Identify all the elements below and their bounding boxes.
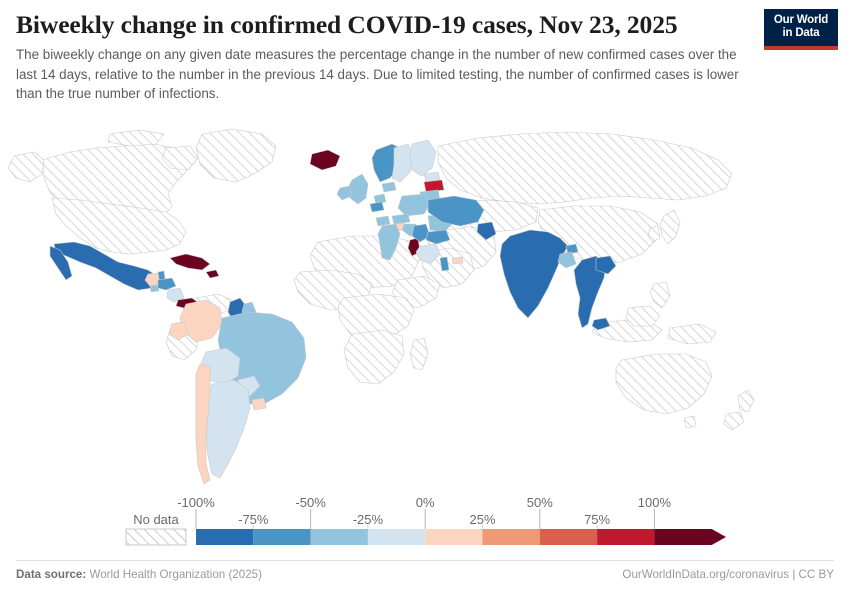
country-georgia[interactable] <box>476 221 497 241</box>
legend-bottom-labels: -75% -25% 25% 75% <box>238 512 610 527</box>
region-russia[interactable] <box>437 131 733 205</box>
country-italy[interactable] <box>377 223 401 261</box>
region-alaska[interactable] <box>7 151 45 183</box>
region-korea[interactable] <box>647 225 661 243</box>
region-philippines[interactable] <box>649 281 671 309</box>
country-switzerland[interactable] <box>375 215 391 227</box>
legend-tick-label-25: 25% <box>469 512 495 527</box>
region-new-zealand-south[interactable] <box>723 411 745 431</box>
map-legend: No data <box>0 495 850 553</box>
legend-tick-label-minus100: -100% <box>177 495 215 510</box>
country-mexico-baja[interactable] <box>49 245 73 281</box>
legend-minor-ticks <box>252 525 598 529</box>
country-finland[interactable] <box>409 139 437 177</box>
owid-link[interactable]: OurWorldInData.org/coronavirus | CC BY <box>622 568 834 581</box>
legend-bin-4[interactable] <box>425 529 483 545</box>
legend-tick-label-minus50: -50% <box>295 495 326 510</box>
country-ireland[interactable] <box>336 185 353 201</box>
page-title: Biweekly change in confirmed COVID-19 ca… <box>16 10 678 39</box>
data-source-value: World Health Organization (2025) <box>89 568 262 581</box>
country-bhutan[interactable] <box>565 243 579 255</box>
chart-subtitle: The biweekly change on any given date me… <box>16 47 739 102</box>
country-iceland[interactable] <box>309 149 341 171</box>
country-malaysia[interactable] <box>591 317 611 331</box>
country-greece[interactable] <box>415 243 441 265</box>
legend-bin-8-open-ended[interactable] <box>654 529 726 545</box>
legend-bin-0[interactable] <box>196 529 254 545</box>
region-madagascar[interactable] <box>409 337 429 371</box>
legend-tick-label-50: 50% <box>527 495 553 510</box>
country-bulgaria[interactable] <box>425 229 451 245</box>
data-source-label: Data source: <box>16 568 87 581</box>
legend-tick-label-minus75: -75% <box>238 512 269 527</box>
region-new-zealand[interactable] <box>737 389 755 413</box>
country-guatemala[interactable] <box>144 272 161 287</box>
region-baffin[interactable] <box>161 145 199 171</box>
region-tasmania[interactable] <box>683 415 697 429</box>
country-bangladesh[interactable] <box>557 251 577 269</box>
legend-tick-label-minus25: -25% <box>353 512 384 527</box>
chart-footer: Data source: World Health Organization (… <box>16 568 834 581</box>
country-ukraine[interactable] <box>427 195 485 227</box>
country-netherlands[interactable] <box>373 193 387 205</box>
country-austria[interactable] <box>391 213 411 225</box>
country-denmark[interactable] <box>381 181 397 193</box>
owid-logo-line1: Our World <box>773 14 829 26</box>
region-united-states[interactable] <box>51 197 187 255</box>
country-cyprus[interactable] <box>451 256 464 265</box>
country-thailand-north[interactable] <box>595 255 617 275</box>
country-belgium[interactable] <box>369 201 385 213</box>
country-el-salvador[interactable] <box>149 284 160 293</box>
legend-tick-label-zero: 0% <box>416 495 435 510</box>
legend-ticks <box>195 509 655 529</box>
legend-bins[interactable] <box>196 529 726 545</box>
country-chile[interactable] <box>195 363 211 485</box>
region-japan[interactable] <box>659 209 681 245</box>
legend-tick-label-75: 75% <box>584 512 610 527</box>
region-papua[interactable] <box>667 323 717 345</box>
legend-bin-2[interactable] <box>310 529 368 545</box>
legend-bin-3[interactable] <box>367 529 426 545</box>
country-argentina[interactable] <box>205 379 251 479</box>
legend-tick-label-100: 100% <box>638 495 672 510</box>
country-india[interactable] <box>499 229 569 319</box>
country-dominican-republic[interactable] <box>205 269 220 279</box>
country-poland[interactable] <box>397 193 431 217</box>
legend-top-labels: -100% -50% 0% 50% 100% <box>177 495 671 510</box>
owid-logo[interactable]: Our World in Data <box>764 9 838 50</box>
chart-header: Biweekly change in confirmed COVID-19 ca… <box>16 10 756 104</box>
country-uruguay[interactable] <box>251 397 267 411</box>
footer-divider <box>16 560 834 561</box>
country-serbia[interactable] <box>411 223 431 243</box>
region-australia[interactable] <box>615 353 713 415</box>
legend-bin-6[interactable] <box>539 529 598 545</box>
owid-logo-line2: in Data <box>782 27 820 40</box>
data-source: Data source: World Health Organization (… <box>16 568 262 581</box>
country-ecuador[interactable] <box>168 321 189 341</box>
legend-bin-5[interactable] <box>482 529 540 545</box>
country-israel[interactable] <box>439 256 450 272</box>
region-arctic-islands[interactable] <box>107 129 165 147</box>
legend-bin-7[interactable] <box>597 529 655 545</box>
country-honduras[interactable] <box>157 277 177 291</box>
legend-no-data-swatch[interactable] <box>125 528 187 546</box>
region-borneo[interactable] <box>625 305 661 327</box>
legend-svg[interactable]: No data <box>0 495 850 553</box>
country-latvia[interactable] <box>423 179 445 193</box>
legend-bin-1[interactable] <box>253 529 311 545</box>
country-sweden[interactable] <box>391 143 415 183</box>
world-map-svg[interactable] <box>0 112 850 494</box>
country-united-kingdom[interactable] <box>347 173 369 205</box>
world-map[interactable] <box>0 112 850 494</box>
legend-no-data-label: No data <box>133 512 179 527</box>
region-greenland[interactable] <box>195 128 277 183</box>
region-southern-africa[interactable] <box>343 329 405 385</box>
country-cuba[interactable] <box>169 253 211 271</box>
